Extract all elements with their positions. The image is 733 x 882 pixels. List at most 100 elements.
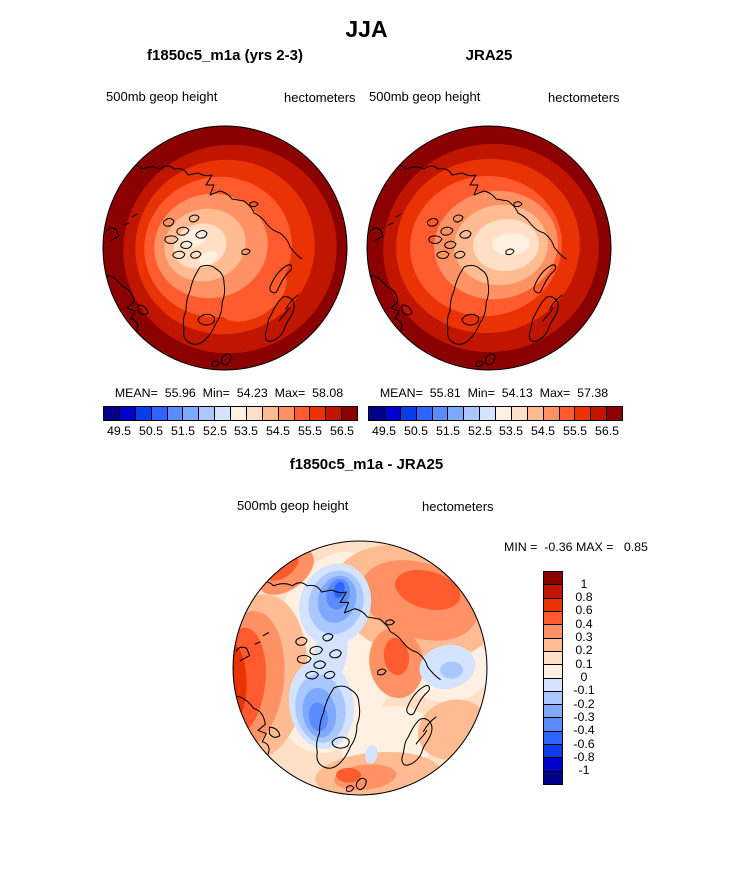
colorbar-cell (496, 407, 512, 420)
colorbar-cell (607, 407, 622, 420)
tick-label: 0 (580, 670, 588, 684)
model-units-label: hectometers (284, 90, 356, 105)
obs-units-label: hectometers (548, 90, 620, 105)
colorbar-cell (559, 407, 576, 420)
obs-field-label: 500mb geop height (369, 89, 481, 104)
model-polar-map (102, 125, 348, 371)
colorbar-cell (543, 407, 560, 420)
tick-label: 56.5 (594, 424, 620, 438)
colorbar-cell (544, 771, 562, 784)
tick-label: 0.3 (575, 630, 593, 644)
colorbar-cell (527, 407, 544, 420)
diff-units-label: hectometers (422, 499, 494, 514)
tick-label: 54.5 (265, 424, 291, 438)
colorbar-cell (544, 611, 562, 626)
tick-label: 51.5 (435, 424, 461, 438)
obs-colorbar (368, 406, 623, 421)
colorbar-cell (544, 625, 562, 639)
colorbar-cell (544, 572, 562, 586)
map-outline (366, 125, 612, 371)
tick-label: 53.5 (233, 424, 259, 438)
colorbar-cell (544, 745, 562, 759)
colorbar-cell (544, 758, 562, 772)
colorbar-cell (544, 651, 562, 666)
tick-label: 51.5 (170, 424, 196, 438)
tick-label: 0.1 (575, 657, 593, 671)
tick-label: -0.1 (573, 683, 595, 697)
obs-stats: MEAN= 55.81 Min= 54.13 Max= 57.38 (379, 386, 609, 400)
tick-label: -0.4 (573, 723, 595, 737)
colorbar-cell (544, 718, 562, 732)
colorbar-cell (544, 638, 562, 652)
tick-label: 53.5 (498, 424, 524, 438)
colorbar-cell (544, 731, 562, 746)
colorbar-cell (199, 407, 216, 420)
colorbar-cell (591, 407, 608, 420)
colorbar-cell (278, 407, 295, 420)
model-field-label: 500mb geop height (106, 89, 218, 104)
colorbar-cell (231, 407, 247, 420)
model-panel-title: f1850c5_m1a (yrs 2-3) (147, 47, 303, 64)
tick-label: 1 (580, 577, 588, 591)
tick-label: -0.6 (573, 737, 595, 751)
tick-label: 54.5 (530, 424, 556, 438)
tick-label: -0.8 (573, 750, 595, 764)
tick-label: -1 (578, 763, 590, 777)
model-colorbar (103, 406, 358, 421)
tick-label: 50.5 (403, 424, 429, 438)
colorbar-cell (183, 407, 200, 420)
tick-label: 49.5 (371, 424, 397, 438)
tick-label: 0.4 (575, 617, 593, 631)
colorbar-cell (294, 407, 311, 420)
colorbar-cell (119, 407, 136, 420)
tick-label: 55.5 (297, 424, 323, 438)
diff-field-label: 500mb geop height (237, 498, 349, 513)
colorbar-cell (575, 407, 592, 420)
diff-colorbar (543, 571, 563, 785)
tick-label: 50.5 (138, 424, 164, 438)
obs-panel-title: JRA25 (465, 47, 513, 64)
tick-label: 0.6 (575, 603, 593, 617)
colorbar-cell (544, 691, 562, 706)
colorbar-cell (215, 407, 231, 420)
colorbar-cell (384, 407, 401, 420)
tick-label: 0.2 (575, 643, 593, 657)
tick-label: -0.3 (573, 710, 595, 724)
colorbar-cell (544, 678, 562, 692)
map-outline (102, 125, 348, 371)
colorbar-cell (326, 407, 343, 420)
tick-label: 52.5 (467, 424, 493, 438)
tick-label: 49.5 (106, 424, 132, 438)
tick-label: 52.5 (202, 424, 228, 438)
colorbar-cell (544, 585, 562, 599)
colorbar-cell (262, 407, 279, 420)
colorbar-cell (544, 665, 562, 679)
colorbar-cell (167, 407, 184, 420)
diff-panel-title: f1850c5_m1a - JRA25 (289, 456, 444, 473)
diff-colorbar-ticks: 1 0.8 0.6 0.4 0.3 0.2 0.1 0 -0.1 -0.2 -0… (567, 571, 607, 785)
colorbar-cell (544, 598, 562, 612)
diff-minmax: MIN = -0.36 MAX = 0.85 (504, 540, 648, 554)
colorbar-cell (342, 407, 357, 420)
model-colorbar-ticks: 49.5 50.5 51.5 52.5 53.5 54.5 55.5 56.5 (103, 424, 358, 440)
colorbar-cell (310, 407, 327, 420)
colorbar-cell (246, 407, 263, 420)
obs-colorbar-ticks: 49.5 50.5 51.5 52.5 53.5 54.5 55.5 56.5 (368, 424, 623, 440)
colorbar-cell (416, 407, 433, 420)
colorbar-cell (151, 407, 168, 420)
map-outline (232, 540, 488, 796)
colorbar-cell (511, 407, 528, 420)
colorbar-cell (480, 407, 496, 420)
tick-label: 55.5 (562, 424, 588, 438)
obs-polar-map (366, 125, 612, 371)
colorbar-cell (135, 407, 152, 420)
colorbar-cell (432, 407, 449, 420)
tick-label: 0.8 (575, 590, 593, 604)
colorbar-cell (448, 407, 465, 420)
page-title: JJA (345, 16, 388, 42)
colorbar-cell (369, 407, 385, 420)
colorbar-cell (544, 705, 562, 719)
tick-label: -0.2 (573, 697, 595, 711)
colorbar-cell (104, 407, 120, 420)
